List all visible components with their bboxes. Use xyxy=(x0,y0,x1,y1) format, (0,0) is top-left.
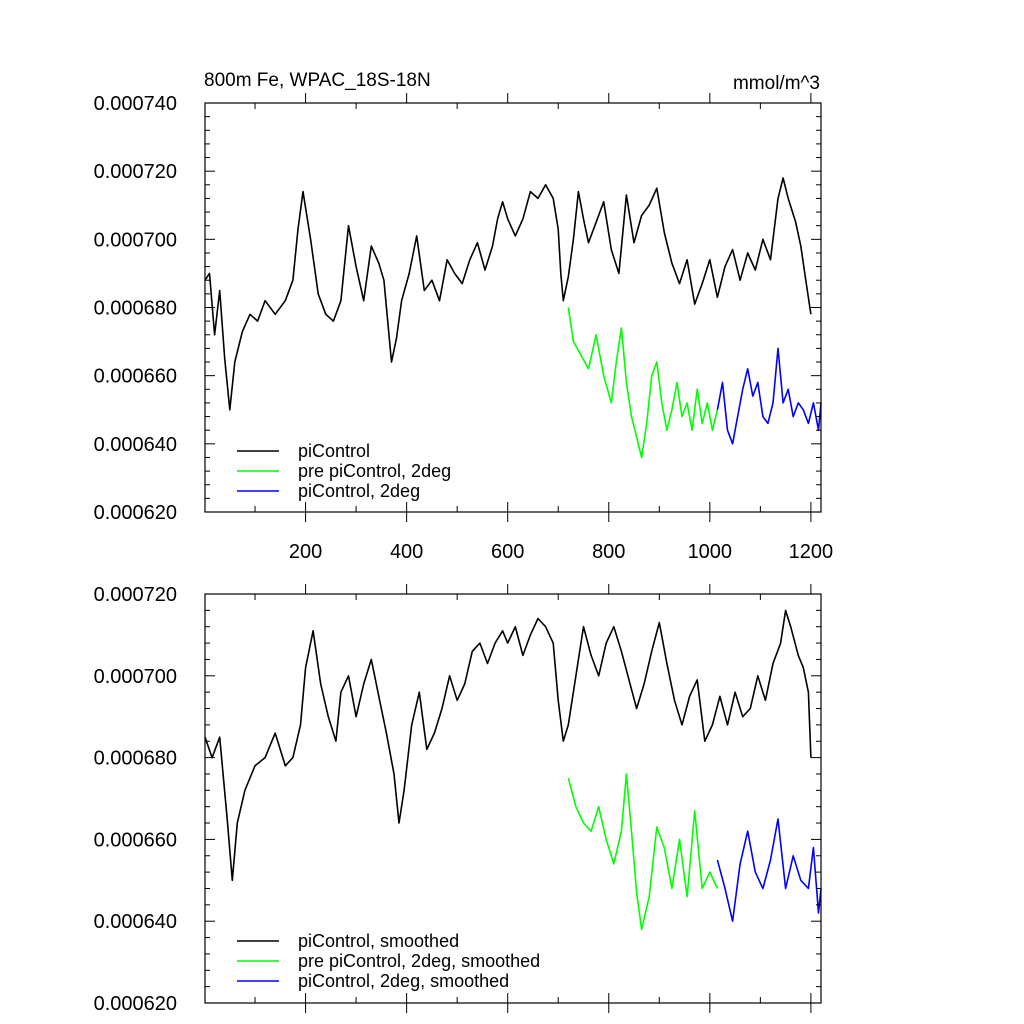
bottom-y-tick-label: 0.000720 xyxy=(94,584,177,606)
top-y-tick-label: 0.000660 xyxy=(94,366,177,388)
top-y-tick-label: 0.000620 xyxy=(94,502,177,524)
top-legend-label-pre-picontrol-2deg: pre piControl, 2deg xyxy=(298,461,451,481)
top-panel-units: mmol/m^3 xyxy=(733,73,820,94)
top-x-tick-label: 200 xyxy=(289,541,322,563)
top-panel-title: 800m Fe, WPAC_18S-18N xyxy=(204,70,431,91)
top-y-tick-labels: 0.000620 0.000640 0.000660 0.000680 0.000700… xyxy=(94,93,177,524)
top-y-tick-label: 0.000700 xyxy=(94,229,177,251)
top-series-line-picontrol-2deg xyxy=(716,347,822,445)
top-x-tick-label: 1200 xyxy=(789,541,834,563)
bottom-legend-label-pre-picontrol-2deg-smoothed: pre piControl, 2deg, smoothed xyxy=(298,951,540,971)
bottom-y-tick-label: 0.000660 xyxy=(94,829,177,851)
bottom-y-tick-label: 0.000680 xyxy=(94,748,177,770)
top-y-tick-label: 0.000640 xyxy=(94,434,177,456)
bottom-series-group xyxy=(204,609,822,931)
top-series-line-picontrol xyxy=(204,177,812,411)
top-x-tick-label: 1000 xyxy=(688,541,733,563)
top-legend-label-picontrol-2deg: piControl, 2deg xyxy=(298,481,420,501)
bottom-plot-frame xyxy=(204,593,822,1004)
top-series-group xyxy=(204,177,822,459)
bottom-series-line-picontrol-2deg-smoothed xyxy=(716,818,822,923)
top-x-tick-label: 400 xyxy=(390,541,423,563)
bottom-panel: 0.000620 0.000640 0.000660 0.000680 0.000700… xyxy=(94,584,822,1015)
top-axis-ticks xyxy=(205,93,821,522)
bottom-legend-label-picontrol-2deg-smoothed: piControl, 2deg, smoothed xyxy=(298,971,509,991)
top-x-tick-label: 800 xyxy=(592,541,625,563)
top-panel: 800m Fe, WPAC_18S-18N mmol/m^3 0.0006200… xyxy=(94,70,834,563)
bottom-y-tick-label: 0.000640 xyxy=(94,911,177,933)
bottom-series-line-picontrol-smoothed xyxy=(204,609,812,882)
bottom-series-line-pre-picontrol-2deg-smoothed xyxy=(567,773,719,931)
top-series-line-pre-picontrol-2deg xyxy=(567,307,719,459)
bottom-legend-label-picontrol-smoothed: piControl, smoothed xyxy=(298,931,459,951)
top-legend-label-picontrol: piControl xyxy=(298,441,370,461)
top-x-tick-labels: 200 400 600 800 1000 1200 xyxy=(289,541,833,563)
top-y-tick-label: 0.000720 xyxy=(94,161,177,183)
bottom-y-tick-label: 0.000700 xyxy=(94,666,177,688)
top-x-tick-label: 600 xyxy=(491,541,524,563)
top-y-tick-label: 0.000680 xyxy=(94,298,177,320)
bottom-axis-ticks xyxy=(205,584,821,1013)
bottom-y-tick-label: 0.000620 xyxy=(94,993,177,1015)
bottom-y-tick-labels: 0.000620 0.000640 0.000660 0.000680 0.000700… xyxy=(94,584,177,1015)
top-y-tick-label: 0.000740 xyxy=(94,93,177,115)
